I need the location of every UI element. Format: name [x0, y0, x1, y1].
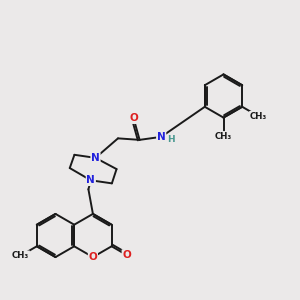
Text: CH₃: CH₃	[12, 251, 29, 260]
Text: O: O	[129, 113, 138, 123]
Text: O: O	[122, 250, 131, 260]
Text: N: N	[86, 175, 95, 185]
Text: O: O	[88, 252, 97, 262]
Text: H: H	[167, 135, 175, 144]
Text: N: N	[157, 132, 166, 142]
Text: CH₃: CH₃	[215, 132, 232, 141]
Text: CH₃: CH₃	[250, 112, 267, 121]
Text: N: N	[91, 153, 100, 163]
